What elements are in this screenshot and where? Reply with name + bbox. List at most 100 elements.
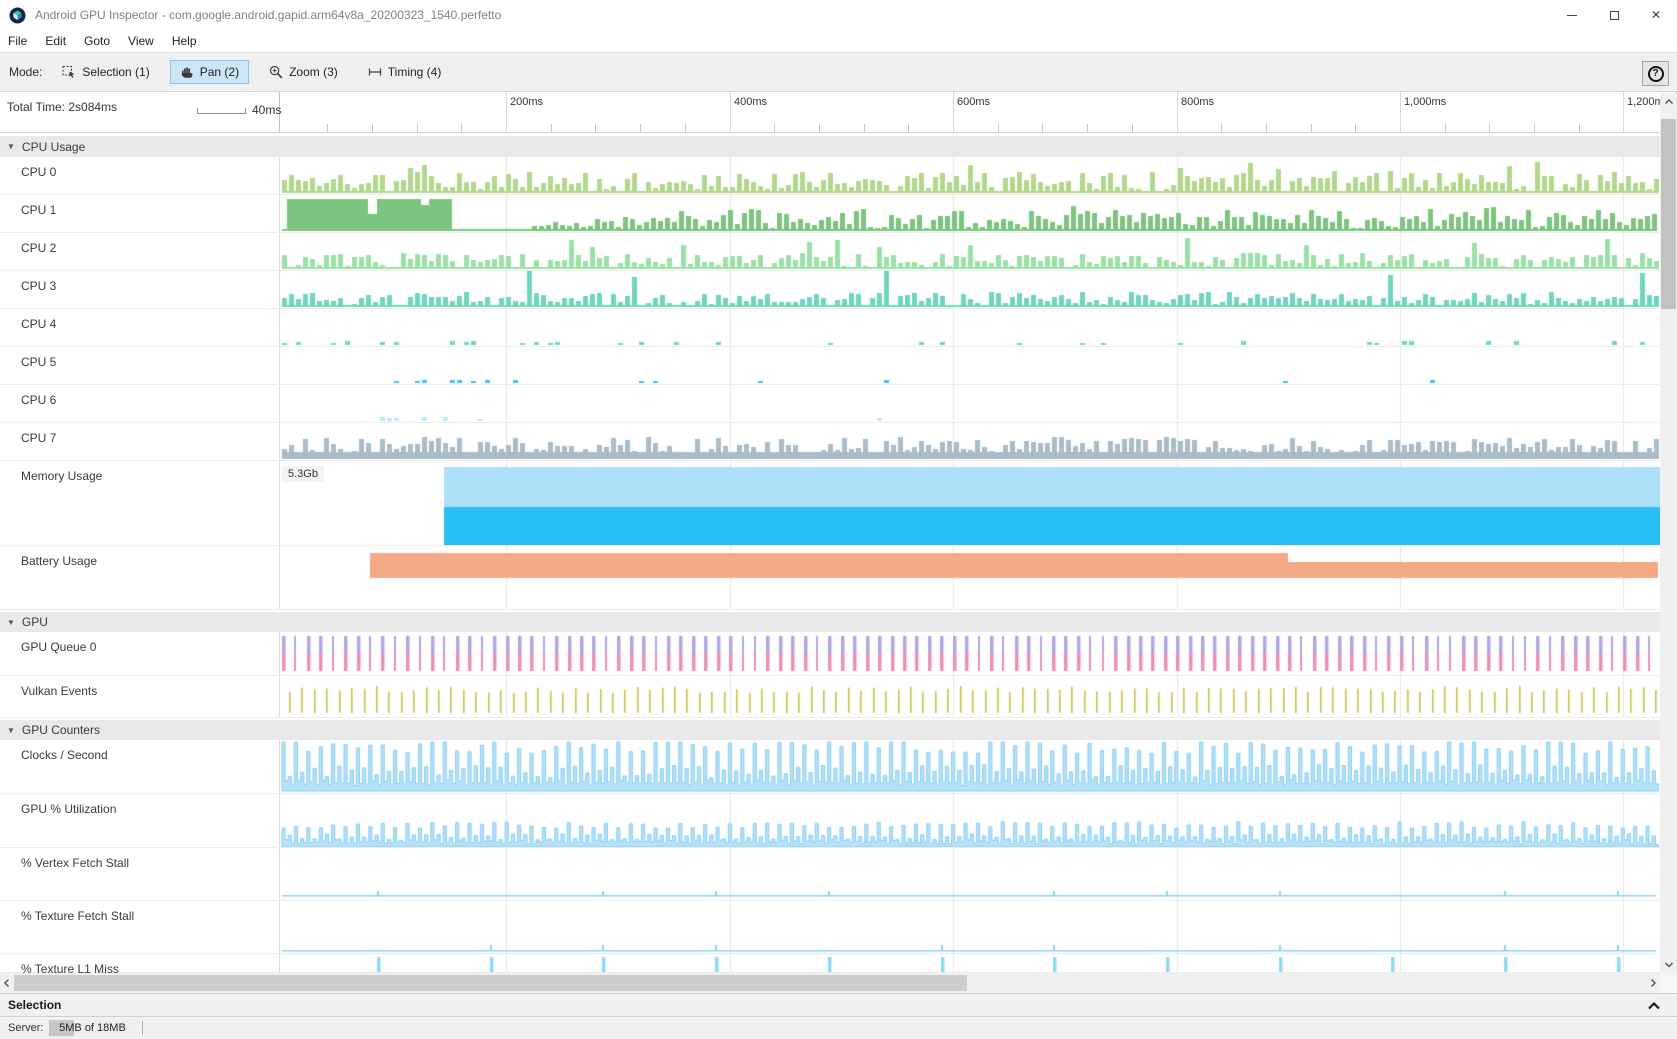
track-label-text: Memory Usage bbox=[21, 469, 103, 483]
track-canvas-cpu-0[interactable] bbox=[280, 157, 1660, 194]
track-canvas-cpu-4[interactable] bbox=[280, 309, 1660, 346]
track-label-text: CPU 3 bbox=[21, 279, 57, 293]
vertical-scrollbar[interactable] bbox=[1660, 93, 1677, 973]
ruler-minor-tick bbox=[551, 124, 552, 132]
track-canvas-texture-fetch-stall[interactable] bbox=[280, 901, 1660, 953]
track-canvas-gpu-utilization[interactable] bbox=[280, 794, 1660, 847]
collapse-triangle-icon[interactable]: ▼ bbox=[7, 142, 15, 151]
expand-panel-chevron-icon[interactable] bbox=[1647, 1001, 1661, 1010]
track-canvas-cpu-5[interactable] bbox=[280, 347, 1660, 384]
collapse-triangle-icon[interactable]: ▼ bbox=[7, 725, 15, 735]
ruler-minor-tick bbox=[1132, 124, 1133, 132]
timing-mode-button[interactable]: Timing (4) bbox=[358, 60, 452, 84]
track-area-cpu-2[interactable] bbox=[280, 233, 1660, 270]
horizontal-scrollbar-thumb[interactable] bbox=[14, 975, 967, 991]
selection-panel-header[interactable]: Selection bbox=[0, 993, 1677, 1017]
track-canvas-cpu-2[interactable] bbox=[280, 233, 1660, 270]
window-title: Android GPU Inspector - com.google.andro… bbox=[35, 8, 502, 22]
section-header-gpu-counters[interactable]: ▼ GPU Counters bbox=[0, 718, 1660, 740]
scroll-down-button[interactable] bbox=[1660, 956, 1677, 973]
menu-item-view[interactable]: View bbox=[128, 34, 154, 48]
track-label-text: CPU 2 bbox=[21, 241, 57, 255]
track-label-text: CPU 4 bbox=[21, 317, 57, 331]
selection-mode-button[interactable]: Selection (1) bbox=[52, 60, 159, 84]
menu-bar: File Edit Goto View Help bbox=[0, 30, 1677, 52]
track-canvas-cpu-7[interactable] bbox=[280, 423, 1660, 460]
track-area-memory-usage[interactable]: 5.3Gb bbox=[280, 461, 1660, 545]
track-area-vertex-fetch-stall[interactable] bbox=[280, 848, 1660, 900]
track-label-vulkan-events: Vulkan Events bbox=[0, 676, 280, 717]
track-label-cpu-5: CPU 5 bbox=[0, 347, 280, 384]
track-canvas-memory-usage[interactable] bbox=[280, 461, 1660, 545]
section-header-cpu-usage[interactable]: ▼ CPU Usage bbox=[0, 133, 1660, 157]
minimize-button[interactable] bbox=[1551, 0, 1593, 30]
status-bar: Server: 5MB of 18MB bbox=[0, 1017, 1677, 1039]
scale-label: 40ms bbox=[252, 103, 282, 117]
track-label-vertex-fetch-stall: % Vertex Fetch Stall bbox=[0, 848, 280, 900]
track-area-texture-fetch-stall[interactable] bbox=[280, 901, 1660, 953]
maximize-button[interactable] bbox=[1593, 0, 1635, 30]
track-area-cpu-0[interactable] bbox=[280, 157, 1660, 194]
track-label-text: Clocks / Second bbox=[21, 748, 108, 762]
track-area-vulkan-events[interactable] bbox=[280, 676, 1660, 717]
menu-item-edit[interactable]: Edit bbox=[45, 34, 67, 48]
ruler-major-gridline bbox=[1400, 92, 1401, 132]
menu-item-goto[interactable]: Goto bbox=[84, 34, 111, 48]
track-area-gpu-utilization[interactable] bbox=[280, 794, 1660, 847]
track-row-cpu-2: CPU 2 bbox=[0, 233, 1660, 271]
ruler-minor-tick bbox=[1489, 124, 1490, 132]
track-area-clocks-per-second[interactable] bbox=[280, 740, 1660, 793]
track-row-gpu-utilization: GPU % Utilization bbox=[0, 794, 1660, 848]
scroll-right-button[interactable] bbox=[1646, 973, 1660, 993]
ruler-tick-label: 600ms bbox=[957, 96, 991, 108]
track-canvas-cpu-6[interactable] bbox=[280, 385, 1660, 422]
zoom-mode-button[interactable]: Zoom (3) bbox=[259, 60, 348, 84]
menu-item-file[interactable]: File bbox=[8, 34, 28, 48]
maximize-icon bbox=[1609, 10, 1619, 20]
track-area-cpu-4[interactable] bbox=[280, 309, 1660, 346]
progress-fill bbox=[49, 1020, 74, 1036]
track-canvas-vertex-fetch-stall[interactable] bbox=[280, 848, 1660, 900]
collapse-triangle-icon[interactable]: ▼ bbox=[7, 617, 15, 627]
track-canvas-vulkan-events[interactable] bbox=[280, 676, 1660, 717]
timeline-header: Total Time: 2s084ms 40ms 200ms 400ms 600ms… bbox=[0, 92, 1660, 133]
vertical-scrollbar-thumb[interactable] bbox=[1661, 119, 1676, 309]
track-area-cpu-5[interactable] bbox=[280, 347, 1660, 384]
pan-mode-label: Pan (2) bbox=[199, 65, 240, 79]
track-canvas-battery-usage[interactable] bbox=[280, 546, 1660, 609]
help-button[interactable]: ? bbox=[1642, 61, 1669, 86]
track-label-texture-fetch-stall: % Texture Fetch Stall bbox=[0, 901, 280, 953]
track-area-battery-usage[interactable] bbox=[280, 546, 1660, 609]
pan-mode-button[interactable]: Pan (2) bbox=[169, 60, 250, 84]
track-canvas-gpu-queue-0[interactable] bbox=[280, 632, 1660, 675]
scroll-up-button[interactable] bbox=[1660, 93, 1677, 110]
track-row-cpu-1: CPU 1 bbox=[0, 195, 1660, 233]
track-area-cpu-6[interactable] bbox=[280, 385, 1660, 422]
ruler-major-gridline bbox=[1177, 92, 1178, 132]
track-label-text: CPU 0 bbox=[21, 165, 57, 179]
section-header-gpu[interactable]: ▼ GPU bbox=[0, 610, 1660, 632]
chevron-down-icon bbox=[1664, 962, 1673, 967]
track-canvas-texture-l1-miss[interactable] bbox=[280, 954, 1660, 972]
track-area-texture-l1-miss[interactable] bbox=[280, 954, 1660, 972]
timeline-ruler[interactable]: 200ms 400ms 600ms 800ms 1,000ms 1,200ms bbox=[280, 92, 1660, 132]
track-label-gpu-utilization: GPU % Utilization bbox=[0, 794, 280, 847]
track-row-cpu-5: CPU 5 bbox=[0, 347, 1660, 385]
track-area-cpu-7[interactable] bbox=[280, 423, 1660, 460]
track-canvas-clocks-per-second[interactable] bbox=[280, 740, 1660, 793]
track-canvas-cpu-1[interactable] bbox=[280, 195, 1660, 232]
help-icon: ? bbox=[1647, 65, 1664, 82]
track-area-cpu-1[interactable] bbox=[280, 195, 1660, 232]
scroll-left-button[interactable] bbox=[0, 973, 14, 993]
menu-item-help[interactable]: Help bbox=[171, 34, 197, 48]
mode-toolbar: Mode: Selection (1) Pan (2) Zoom (3) Timing… bbox=[0, 52, 1677, 92]
ruler-minor-tick bbox=[864, 124, 865, 132]
zoom-mode-label: Zoom (3) bbox=[289, 65, 338, 79]
track-area-cpu-3[interactable] bbox=[280, 271, 1660, 308]
close-button[interactable]: ✕ bbox=[1635, 0, 1677, 30]
track-canvas-cpu-3[interactable] bbox=[280, 271, 1660, 308]
horizontal-scrollbar[interactable] bbox=[0, 973, 1660, 993]
track-area-gpu-queue-0[interactable] bbox=[280, 632, 1660, 675]
track-label-text: CPU 1 bbox=[21, 203, 57, 217]
track-label-cpu-3: CPU 3 bbox=[0, 271, 280, 308]
